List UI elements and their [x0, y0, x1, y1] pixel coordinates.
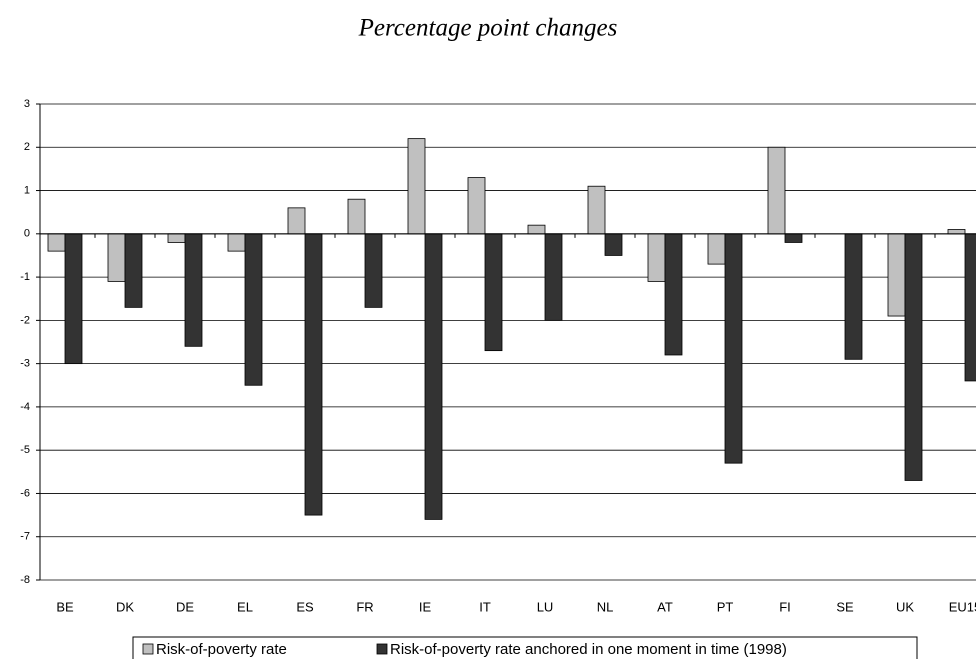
y-tick-label: -2	[20, 314, 30, 326]
legend-swatch	[142, 643, 154, 655]
bar	[844, 233, 863, 360]
x-tick-label: FI	[779, 599, 791, 614]
x-tick-label: NL	[597, 599, 614, 614]
y-tick-label: -3	[20, 358, 30, 370]
x-tick-label: SE	[836, 599, 854, 614]
legend-swatch	[376, 643, 388, 655]
chart-title: Percentage point changes	[358, 15, 618, 42]
x-tick-label: ES	[296, 599, 314, 614]
bar	[647, 233, 666, 282]
x-tick-label: UK	[896, 599, 914, 614]
bar	[484, 233, 503, 352]
bar	[347, 198, 366, 235]
bar	[304, 233, 323, 516]
x-tick-label: IT	[479, 599, 491, 614]
y-tick-label: 2	[24, 141, 30, 153]
bar	[767, 146, 786, 235]
bar	[184, 233, 203, 347]
bar	[707, 233, 726, 265]
x-tick-label: PT	[717, 599, 734, 614]
y-tick-label: 1	[24, 184, 30, 196]
x-tick-label: BE	[56, 599, 74, 614]
x-tick-label: LU	[537, 599, 554, 614]
bar	[784, 233, 803, 243]
bar	[904, 233, 923, 481]
y-tick-label: 0	[24, 228, 30, 240]
x-tick-label: EL	[237, 599, 253, 614]
y-tick-label: -5	[20, 444, 30, 456]
x-tick-label: AT	[657, 599, 673, 614]
y-tick-label: -8	[20, 574, 30, 586]
bar	[407, 138, 426, 235]
bar	[587, 185, 606, 235]
bar	[887, 233, 906, 317]
x-tick-label: IE	[419, 599, 432, 614]
bar	[124, 233, 143, 308]
bar	[467, 177, 486, 235]
bar	[604, 233, 623, 256]
bar	[964, 233, 976, 382]
bar	[724, 233, 743, 464]
bar	[424, 233, 443, 520]
bar	[227, 233, 246, 252]
bar	[287, 207, 306, 235]
bar	[664, 233, 683, 356]
bar	[64, 233, 83, 365]
y-tick-label: -6	[20, 487, 30, 499]
legend-label: Risk-of-poverty rate anchored in one mom…	[390, 641, 787, 658]
legend-label: Risk-of-poverty rate	[156, 641, 287, 658]
bar	[544, 233, 563, 321]
bar	[527, 224, 546, 235]
y-tick-label: -4	[20, 401, 30, 413]
bar	[47, 233, 66, 252]
bar	[364, 233, 383, 308]
x-tick-label: DK	[116, 599, 134, 614]
bar	[167, 233, 186, 243]
x-tick-label: EU15	[949, 599, 976, 614]
y-tick-label: -1	[20, 271, 30, 283]
x-tick-label: FR	[356, 599, 373, 614]
x-tick-label: DE	[176, 599, 194, 614]
bar	[107, 233, 126, 282]
bar	[947, 229, 966, 235]
legend-box	[132, 636, 918, 659]
bar	[244, 233, 263, 386]
y-tick-label: 3	[24, 98, 30, 110]
y-tick-label: -7	[20, 531, 30, 543]
